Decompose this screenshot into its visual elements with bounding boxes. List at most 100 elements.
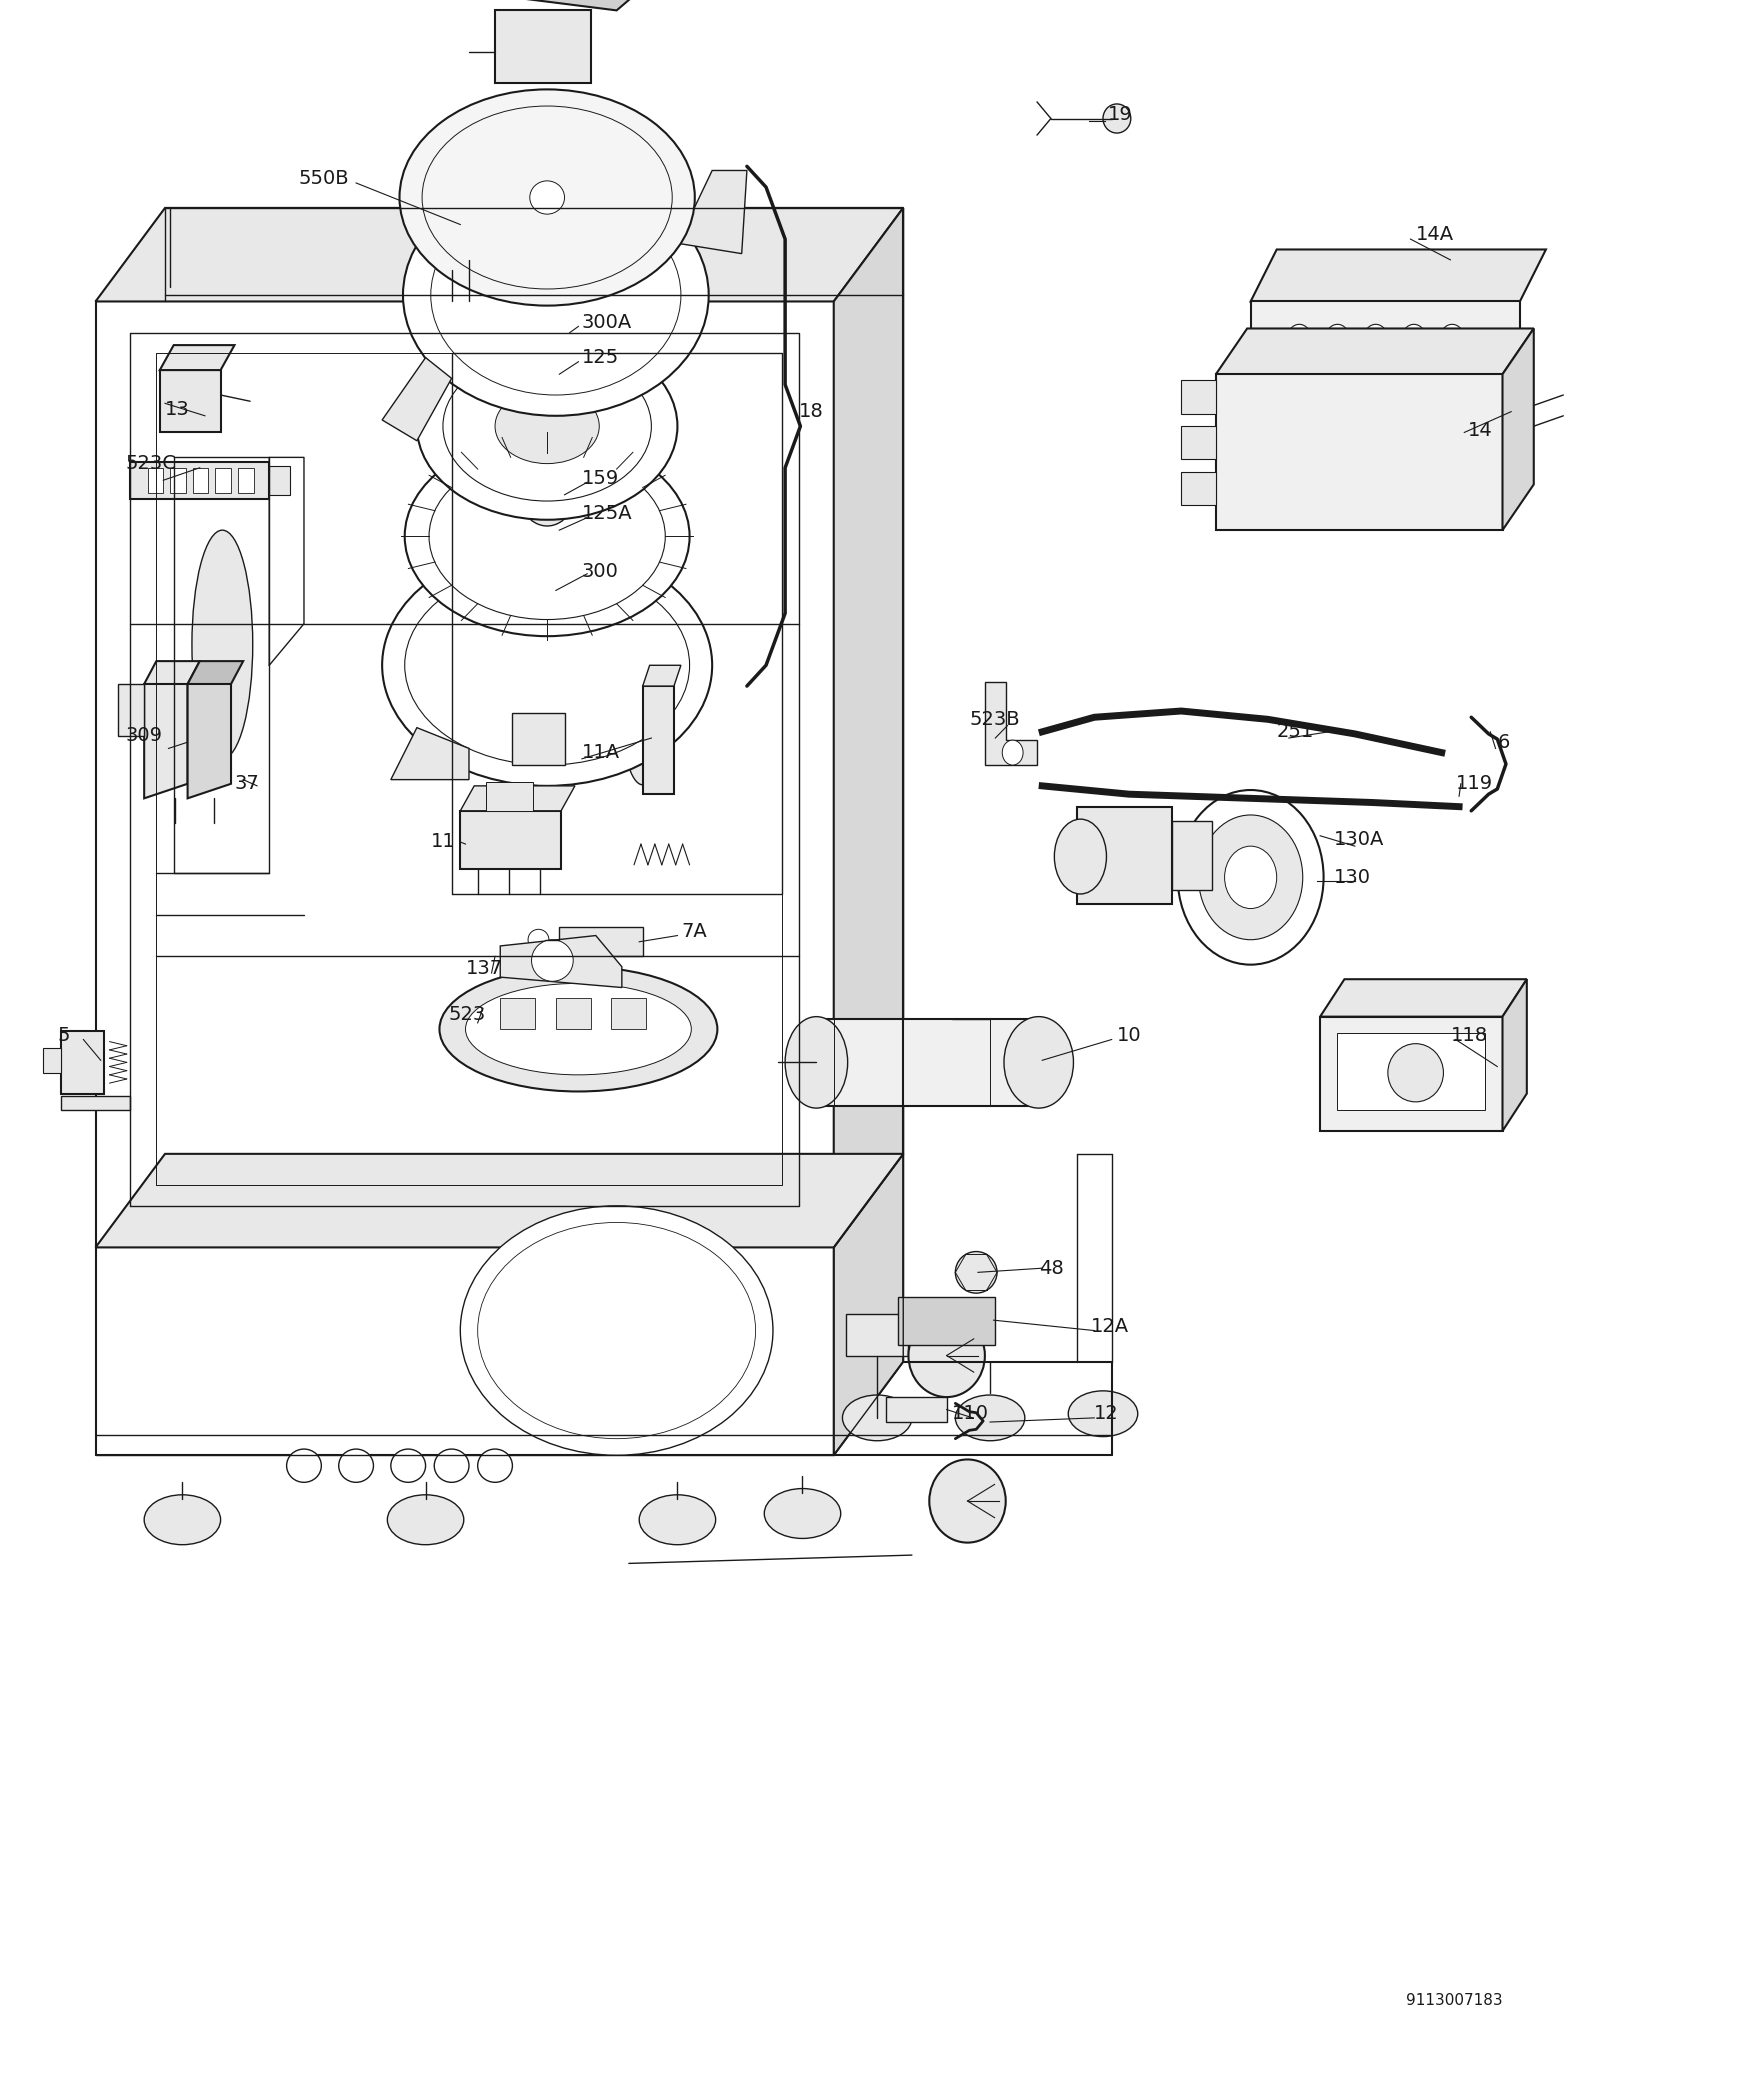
Polygon shape [486,782,533,811]
Ellipse shape [1440,324,1464,353]
Text: 523: 523 [448,1004,485,1025]
Ellipse shape [460,1206,773,1455]
Ellipse shape [439,967,717,1091]
Text: 11A: 11A [582,742,620,763]
Ellipse shape [1287,324,1311,353]
Polygon shape [96,1154,903,1247]
Polygon shape [1320,979,1527,1017]
Bar [512,713,565,765]
Ellipse shape [405,437,690,636]
Polygon shape [118,684,144,736]
Ellipse shape [1325,324,1350,353]
Polygon shape [188,661,243,684]
Text: 12A: 12A [1091,1316,1129,1337]
Polygon shape [1216,374,1503,530]
Text: 130A: 130A [1334,830,1384,850]
Ellipse shape [1402,324,1426,353]
Polygon shape [43,1048,61,1073]
Polygon shape [500,936,622,988]
Bar [846,1314,908,1356]
Ellipse shape [417,333,677,520]
Text: 19: 19 [1108,104,1133,125]
Ellipse shape [339,1449,373,1482]
Ellipse shape [908,1314,985,1397]
Polygon shape [1251,301,1520,416]
Text: 48: 48 [1039,1258,1063,1279]
Ellipse shape [1388,1044,1443,1102]
Text: 523C: 523C [125,453,175,474]
Text: 9113007183: 9113007183 [1405,1994,1503,2008]
Ellipse shape [391,1449,426,1482]
Ellipse shape [530,181,565,214]
Polygon shape [1172,821,1212,890]
Polygon shape [61,1031,104,1094]
Ellipse shape [955,1395,1025,1441]
Text: 300: 300 [582,561,618,582]
Ellipse shape [495,389,599,464]
Polygon shape [886,1397,947,1422]
Text: 550B: 550B [299,168,349,189]
Polygon shape [1181,472,1216,505]
Polygon shape [144,669,188,798]
Bar [238,468,254,493]
Polygon shape [834,208,903,1247]
Polygon shape [96,1247,834,1455]
Ellipse shape [516,443,578,526]
Polygon shape [898,1297,995,1345]
Polygon shape [559,927,643,956]
Ellipse shape [929,1459,1006,1543]
Polygon shape [130,462,269,499]
Polygon shape [500,998,535,1029]
Polygon shape [643,665,681,686]
Ellipse shape [1225,846,1277,909]
Text: 130: 130 [1334,867,1370,888]
Polygon shape [61,1096,130,1110]
Polygon shape [1320,1017,1503,1131]
Bar [148,468,163,493]
Text: 12: 12 [1094,1403,1119,1424]
Polygon shape [1181,380,1216,414]
Ellipse shape [387,1495,464,1545]
Text: 137: 137 [466,958,502,979]
Polygon shape [495,10,591,83]
Polygon shape [460,786,575,811]
Text: 309: 309 [125,726,162,746]
Text: 125A: 125A [582,503,632,524]
Ellipse shape [842,1395,912,1441]
Polygon shape [1181,426,1216,459]
Bar [215,468,231,493]
Ellipse shape [382,545,712,786]
Ellipse shape [1054,819,1106,894]
Polygon shape [382,358,452,441]
Polygon shape [1077,807,1172,904]
Polygon shape [611,998,646,1029]
Ellipse shape [478,1449,512,1482]
Polygon shape [96,208,903,301]
Ellipse shape [532,940,573,981]
Text: 523B: 523B [969,709,1020,730]
Ellipse shape [622,628,665,786]
Polygon shape [643,686,674,794]
Text: 13: 13 [165,399,189,420]
Bar [193,468,208,493]
Polygon shape [677,170,747,254]
Ellipse shape [639,1495,716,1545]
Text: 159: 159 [582,468,618,489]
Polygon shape [1503,328,1534,530]
Polygon shape [985,682,1037,765]
Text: 300A: 300A [582,312,632,333]
Ellipse shape [287,1449,321,1482]
Text: 10: 10 [1117,1025,1141,1046]
Ellipse shape [1004,1017,1073,1108]
Bar [170,468,186,493]
Bar [1337,1033,1485,1110]
Text: 7A: 7A [681,921,707,942]
Text: 118: 118 [1450,1025,1487,1046]
Ellipse shape [434,1449,469,1482]
Ellipse shape [785,1017,848,1108]
Polygon shape [188,669,231,798]
Polygon shape [96,301,834,1247]
Text: 14A: 14A [1416,225,1454,245]
Ellipse shape [955,1252,997,1293]
Text: 110: 110 [952,1403,988,1424]
